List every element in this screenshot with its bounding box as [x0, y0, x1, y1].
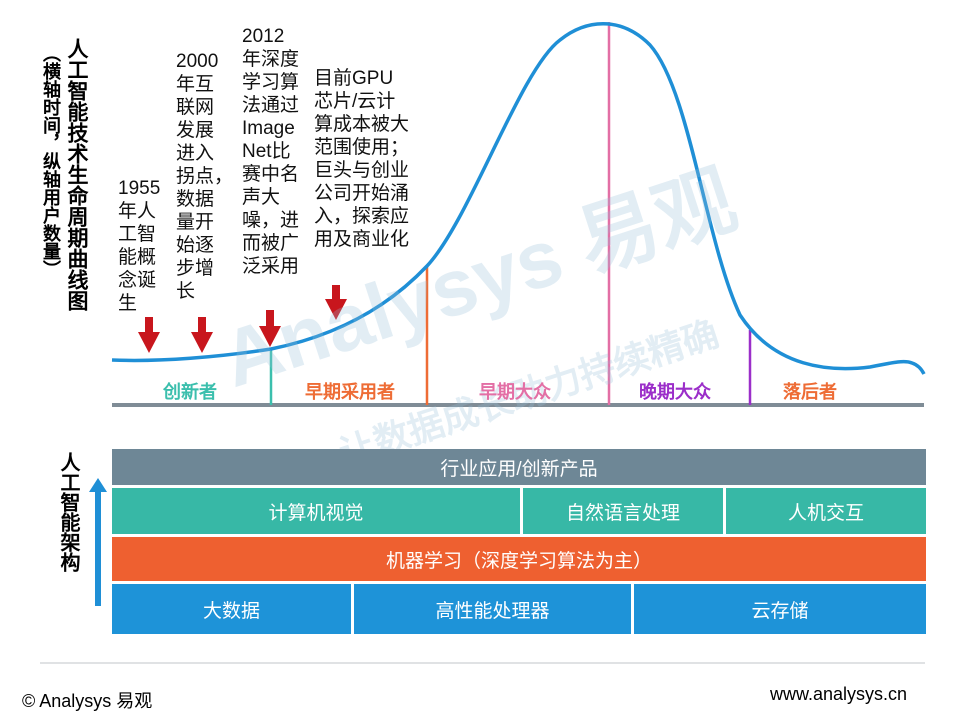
annotation-current: 目前GPU 芯片/云计 算成本被大 范围使用； 巨头与创业 公司开始涌 入，探索… [314, 68, 410, 250]
arrow-up-icon [89, 478, 107, 606]
chart-subtitle: （横轴时间，纵轴用户数量） [41, 44, 61, 278]
layer-computer-vision: 计算机视觉 [112, 488, 520, 534]
layer-hci: 人机交互 [726, 488, 926, 534]
phase-early-majority: 早期大众 [479, 382, 551, 402]
arrow-down-icon [259, 310, 281, 347]
layer-big-data: 大数据 [112, 584, 351, 634]
annotation-2012: 2012 年深度 学习算 法通过 Image Net比 赛中名 声大 噪，进 而… [242, 26, 300, 277]
phase-innovators: 创新者 [163, 382, 217, 402]
footer-url[interactable]: www.analysys.cn [770, 684, 908, 704]
chart-title: 人工智能技术生命周期曲线图 [65, 38, 88, 311]
phase-late-majority: 晚期大众 [639, 382, 711, 402]
layer-industry-applications: 行业应用/创新产品 [112, 449, 926, 485]
footer-copyright: © Analysys 易观 [22, 691, 153, 711]
annotation-1955: 1955 年人 工智 能概 念诞 生 [118, 178, 161, 314]
layer-machine-learning: 机器学习（深度学习算法为主） [112, 537, 926, 581]
architecture-label: 人工智能架构 [57, 452, 79, 572]
arrow-down-icon [138, 317, 160, 353]
arrow-down-icon [191, 317, 213, 353]
layer-nlp: 自然语言处理 [523, 488, 723, 534]
red-arrows [138, 285, 347, 353]
phase-early-adopters: 早期采用者 [305, 382, 395, 402]
layer-processor: 高性能处理器 [354, 584, 631, 634]
layer-cloud-storage: 云存储 [634, 584, 926, 634]
arrow-down-icon [325, 285, 347, 320]
phase-laggards: 落后者 [783, 382, 837, 402]
annotation-2000: 2000 年互 联网 发展 进入 拐点， 数据 量开 始逐 步增 长 [176, 51, 234, 302]
lifecycle-curve [111, 22, 926, 375]
